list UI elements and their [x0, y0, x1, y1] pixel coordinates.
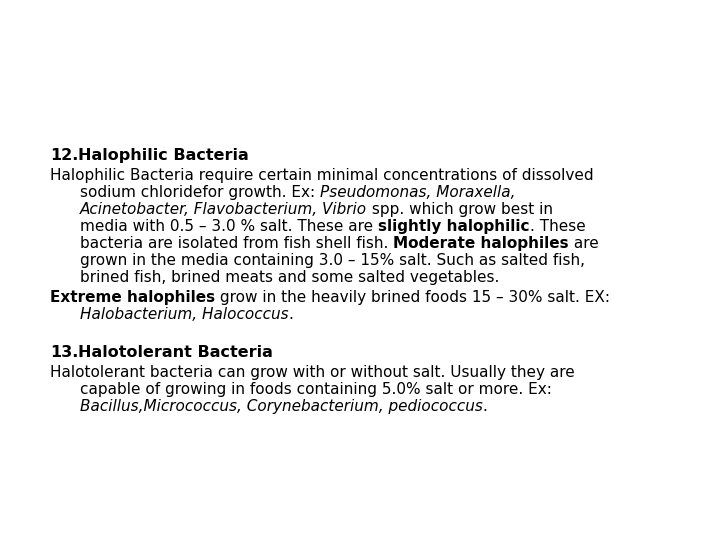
Text: grown in the media containing 3.0 – 15% salt. Such as salted fish,: grown in the media containing 3.0 – 15% …	[80, 253, 585, 268]
Text: capable of growing in foods containing 5.0% salt or more. Ex:: capable of growing in foods containing 5…	[80, 382, 552, 397]
Text: spp. which grow best in: spp. which grow best in	[367, 202, 553, 217]
Text: .: .	[289, 307, 294, 322]
Text: . These: . These	[529, 219, 585, 234]
Text: Bacillus,Micrococcus, Corynebacterium, pediococcus: Bacillus,Micrococcus, Corynebacterium, p…	[80, 399, 483, 414]
Text: Halophilic Bacteria: Halophilic Bacteria	[78, 148, 249, 163]
Text: are: are	[569, 236, 598, 251]
Text: 12.: 12.	[50, 148, 78, 163]
Text: Acinetobacter, Flavobacterium, Vibrio: Acinetobacter, Flavobacterium, Vibrio	[80, 202, 367, 217]
Text: brined fish, brined meats and some salted vegetables.: brined fish, brined meats and some salte…	[80, 270, 500, 285]
Text: Extreme halophiles: Extreme halophiles	[50, 290, 215, 305]
Text: Halobacterium, Halococcus: Halobacterium, Halococcus	[80, 307, 289, 322]
Text: 13.: 13.	[50, 345, 78, 360]
Text: Pseudomonas, Moraxella,: Pseudomonas, Moraxella,	[320, 185, 516, 200]
Text: grow in the heavily brined foods 15 – 30% salt. EX:: grow in the heavily brined foods 15 – 30…	[215, 290, 610, 305]
Text: slightly halophilic: slightly halophilic	[378, 219, 529, 234]
Text: Moderate halophiles: Moderate halophiles	[393, 236, 569, 251]
Text: sodium chloridefor growth. Ex:: sodium chloridefor growth. Ex:	[80, 185, 320, 200]
Text: Halophilic Bacteria require certain minimal concentrations of dissolved: Halophilic Bacteria require certain mini…	[50, 168, 593, 183]
Text: Halotolerant Bacteria: Halotolerant Bacteria	[78, 345, 274, 360]
Text: .: .	[483, 399, 487, 414]
Text: media with 0.5 – 3.0 % salt. These are: media with 0.5 – 3.0 % salt. These are	[80, 219, 378, 234]
Text: Halotolerant bacteria can grow with or without salt. Usually they are: Halotolerant bacteria can grow with or w…	[50, 365, 575, 380]
Text: bacteria are isolated from fish shell fish.: bacteria are isolated from fish shell fi…	[80, 236, 393, 251]
